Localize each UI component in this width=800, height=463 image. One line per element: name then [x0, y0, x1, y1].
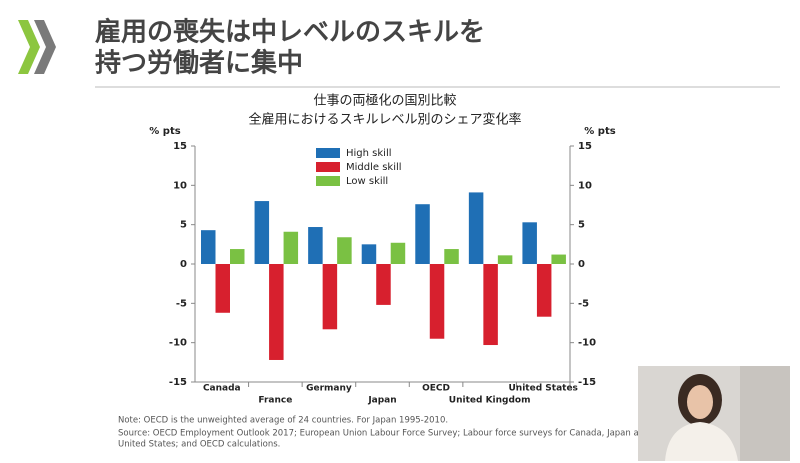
y2-tick-label: 10	[578, 180, 592, 191]
note: Source: OECD Employment Outlook 2017; Eu…	[118, 429, 666, 439]
y-axis-label: % pts	[149, 126, 180, 137]
y-tick-label: 0	[180, 259, 187, 270]
chart-title: 仕事の両極化の国別比較	[313, 93, 456, 109]
x-tick-label: United States	[509, 384, 578, 394]
note: United States; and OECD calculations.	[118, 440, 280, 450]
y2-tick-label: 0	[578, 259, 585, 270]
bar	[269, 264, 284, 360]
x-tick-label: OECD	[422, 384, 450, 394]
bar	[536, 264, 552, 317]
bar	[337, 237, 352, 264]
y2-tick-label: -5	[578, 298, 589, 309]
bar	[283, 231, 299, 264]
chart-subtitle: 全雇用におけるスキルレベル別のシェア変化率	[248, 112, 521, 128]
video-inset	[638, 366, 790, 461]
bar	[230, 249, 245, 264]
bar	[308, 227, 323, 264]
x-tick-label: France	[258, 396, 292, 406]
y-tick-label: -15	[169, 377, 187, 388]
slide-title: 雇用の喪失は中レベルのスキルを	[95, 17, 485, 48]
legend-label: Middle skill	[346, 162, 402, 173]
y-tick-label: 5	[180, 220, 187, 231]
y-tick-label: 15	[173, 141, 187, 152]
bar	[322, 264, 338, 330]
x-tick-label: United Kingdom	[449, 396, 531, 406]
y-tick-label: 10	[173, 180, 187, 191]
y2-axis-label: % pts	[584, 126, 615, 137]
bar	[201, 230, 216, 264]
x-tick-label: Canada	[203, 384, 241, 394]
x-tick-label: Japan	[367, 396, 396, 406]
bar	[361, 244, 377, 264]
y-tick-label: -10	[169, 338, 187, 349]
bar	[551, 254, 566, 264]
bar	[468, 192, 484, 264]
legend-swatch	[316, 176, 340, 186]
slide-title: 持つ労働者に集中	[95, 48, 303, 79]
legend-swatch	[316, 148, 340, 158]
bar	[390, 242, 406, 264]
bar	[376, 264, 391, 305]
bar	[497, 255, 513, 264]
legend-label: High skill	[346, 148, 392, 159]
bar	[254, 201, 270, 264]
bar	[444, 249, 459, 264]
bar	[522, 222, 537, 264]
note: Note: OECD is the unweighted average of …	[118, 416, 448, 426]
bar	[415, 204, 430, 264]
bar	[215, 264, 230, 313]
y2-tick-label: -10	[578, 338, 596, 349]
legend-label: Low skill	[346, 176, 388, 187]
y-tick-label: -5	[176, 298, 187, 309]
y2-tick-label: 5	[578, 220, 585, 231]
bar	[429, 264, 445, 339]
x-tick-label: Germany	[306, 384, 352, 394]
logo	[18, 20, 56, 74]
legend-swatch	[316, 162, 340, 172]
bar	[483, 264, 498, 346]
y2-tick-label: 15	[578, 141, 592, 152]
y2-tick-label: -15	[578, 377, 596, 388]
